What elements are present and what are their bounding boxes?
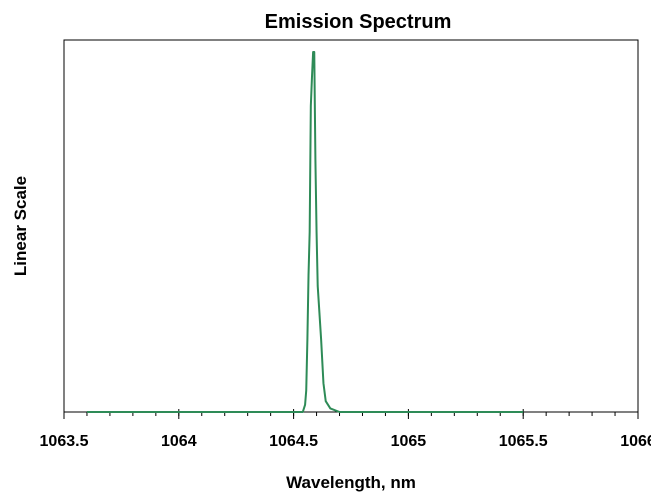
- x-tick-label: 1063.5: [40, 433, 89, 450]
- x-tick-label: 1064: [161, 433, 197, 450]
- x-axis-major-ticks: [63, 409, 639, 419]
- chart-title: Emission Spectrum: [265, 11, 452, 33]
- x-tick-label: 1064.5: [269, 433, 318, 450]
- x-tick-label: 1065.5: [499, 433, 548, 450]
- series-layer: [86, 51, 524, 413]
- x-axis-label: Wavelength, nm: [286, 473, 416, 492]
- x-tick-label: 1065: [391, 433, 427, 450]
- x-tick-label: 1066: [620, 433, 651, 450]
- spectrum-line: [86, 51, 524, 413]
- x-axis-tick-labels: 1063.5 1064 1064.5 1065 1065.5 1066: [40, 433, 651, 450]
- plot-area-frame: [63, 39, 639, 413]
- y-axis-label: Linear Scale: [11, 176, 30, 276]
